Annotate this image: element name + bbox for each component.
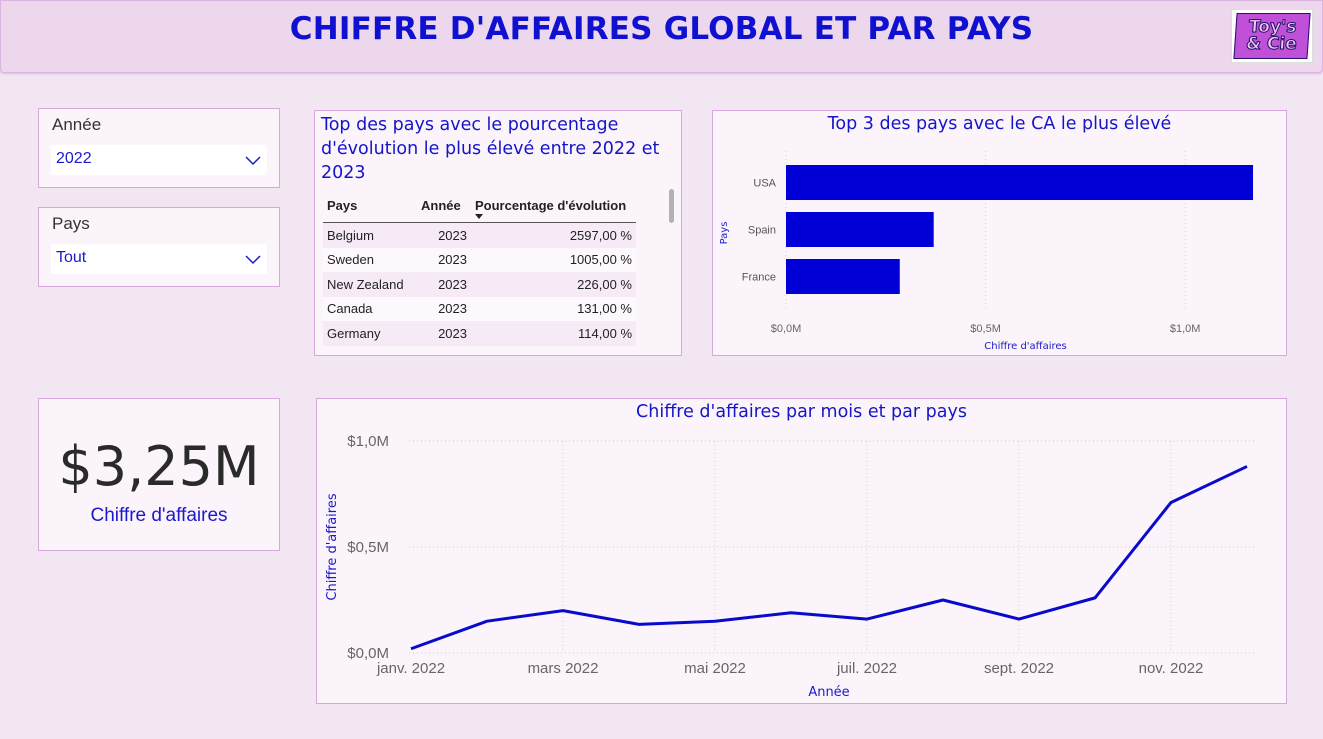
table-cell: Canada — [323, 296, 417, 321]
year-dropdown[interactable]: 2022 — [51, 145, 267, 175]
x-tick-label: mars 2022 — [528, 660, 599, 677]
table-row: Canada 2023 131,00 % — [323, 296, 636, 321]
line-chart-title: Chiffre d'affaires par mois et par pays — [636, 402, 967, 422]
table-row: Belgium 2023 2597,00 % — [323, 222, 636, 248]
x-tick-label: janv. 2022 — [376, 660, 445, 677]
series-line — [410, 465, 1248, 651]
logo-text-line2: & Cie — [1245, 34, 1298, 55]
country-slicer: Pays Tout — [38, 207, 280, 287]
table-title: Top des pays avec le pourcentage d'évolu… — [321, 115, 660, 183]
table-cell: 114,00 % — [471, 321, 636, 346]
y-category-label: USA — [753, 178, 776, 190]
monthly-line-chart-panel: Chiffre d'affaires par mois et par pays … — [316, 398, 1287, 704]
x-tick-label: juil. 2022 — [836, 660, 897, 677]
company-logo: Toy's & Cie — [1231, 9, 1313, 63]
table-cell: 2023 — [417, 222, 471, 248]
year-dropdown-value: 2022 — [56, 150, 92, 167]
x-axis-label: Année — [808, 685, 849, 700]
country-dropdown-value: Tout — [56, 249, 87, 266]
table-scrollbar[interactable] — [669, 189, 674, 223]
table-cell: 226,00 % — [471, 272, 636, 297]
year-slicer-label: Année — [52, 115, 102, 134]
table-cell: 2023 — [417, 272, 471, 297]
x-tick-label: $0,0M — [771, 323, 802, 335]
table-cell: 2023 — [417, 247, 471, 272]
report-header: CHIFFRE D'AFFAIRES GLOBAL ET PAR PAYS To… — [0, 0, 1323, 73]
line-chart: $0,0M $0,5M $1,0M janv. 2022 mars 2022 mai 20… — [325, 433, 1257, 700]
bar — [786, 259, 900, 294]
x-tick-label: sept. 2022 — [984, 660, 1054, 677]
country-dropdown[interactable]: Tout — [51, 244, 267, 274]
y-category-label: France — [742, 272, 776, 284]
page-title: CHIFFRE D'AFFAIRES GLOBAL ET PAR PAYS — [289, 11, 1034, 47]
x-tick-label: $1,0M — [1170, 323, 1201, 335]
y-category-label: Spain — [748, 225, 776, 237]
column-header[interactable]: Année — [417, 188, 471, 223]
bar-chart-title: Top 3 des pays avec le CA le plus élevé — [827, 114, 1172, 134]
x-tick-label: $0,5M — [970, 323, 1001, 335]
country-slicer-label: Pays — [52, 214, 90, 233]
x-tick-label: nov. 2022 — [1139, 660, 1204, 677]
bar — [786, 212, 934, 247]
column-header-sorted[interactable]: Pourcentage d'évolution — [471, 188, 636, 223]
revenue-kpi-card: $3,25M Chiffre d'affaires — [38, 398, 280, 551]
table-cell: 2597,00 % — [471, 222, 636, 248]
table-cell: 131,00 % — [471, 296, 636, 321]
sort-descending-icon — [475, 214, 483, 219]
bar — [786, 165, 1254, 200]
table-row: New Zealand 2023 226,00 % — [323, 272, 636, 297]
column-header[interactable]: Pays — [323, 188, 417, 223]
bar-chart: $0,0M $0,5M $1,0M USA Spain France Chiffre d'a… — [719, 151, 1254, 352]
kpi-label: Chiffre d'affaires — [90, 505, 228, 526]
y-tick-label: $0,0M — [347, 645, 389, 662]
y-axis-label: Chiffre d'affaires — [325, 493, 340, 600]
top3-bar-chart-panel: Top 3 des pays avec le CA le plus élevé … — [712, 110, 1287, 356]
x-axis-label: Chiffre d'affaires — [984, 341, 1067, 352]
column-header-label: Pourcentage d'évolution — [475, 197, 627, 213]
evolution-table: Pays Année Pourcentage d'évolution Belgi… — [323, 188, 636, 346]
evolution-table-panel: Top des pays avec le pourcentage d'évolu… — [314, 110, 682, 356]
chevron-down-icon[interactable] — [245, 152, 261, 168]
year-slicer: Année 2022 — [38, 108, 280, 188]
kpi-value: $3,25M — [58, 435, 260, 498]
table-row: Germany 2023 114,00 % — [323, 321, 636, 346]
table-cell: New Zealand — [323, 272, 417, 297]
y-axis-label: Pays — [719, 222, 730, 245]
table-cell: Germany — [323, 321, 417, 346]
table-cell: Belgium — [323, 222, 417, 248]
table-row: Sweden 2023 1005,00 % — [323, 247, 636, 272]
table-cell: 1005,00 % — [471, 247, 636, 272]
y-tick-label: $0,5M — [347, 539, 389, 556]
chevron-down-icon[interactable] — [245, 251, 261, 267]
table-cell: Sweden — [323, 247, 417, 272]
y-tick-label: $1,0M — [347, 433, 389, 450]
x-tick-label: mai 2022 — [684, 660, 746, 677]
table-cell: 2023 — [417, 321, 471, 346]
table-cell: 2023 — [417, 296, 471, 321]
